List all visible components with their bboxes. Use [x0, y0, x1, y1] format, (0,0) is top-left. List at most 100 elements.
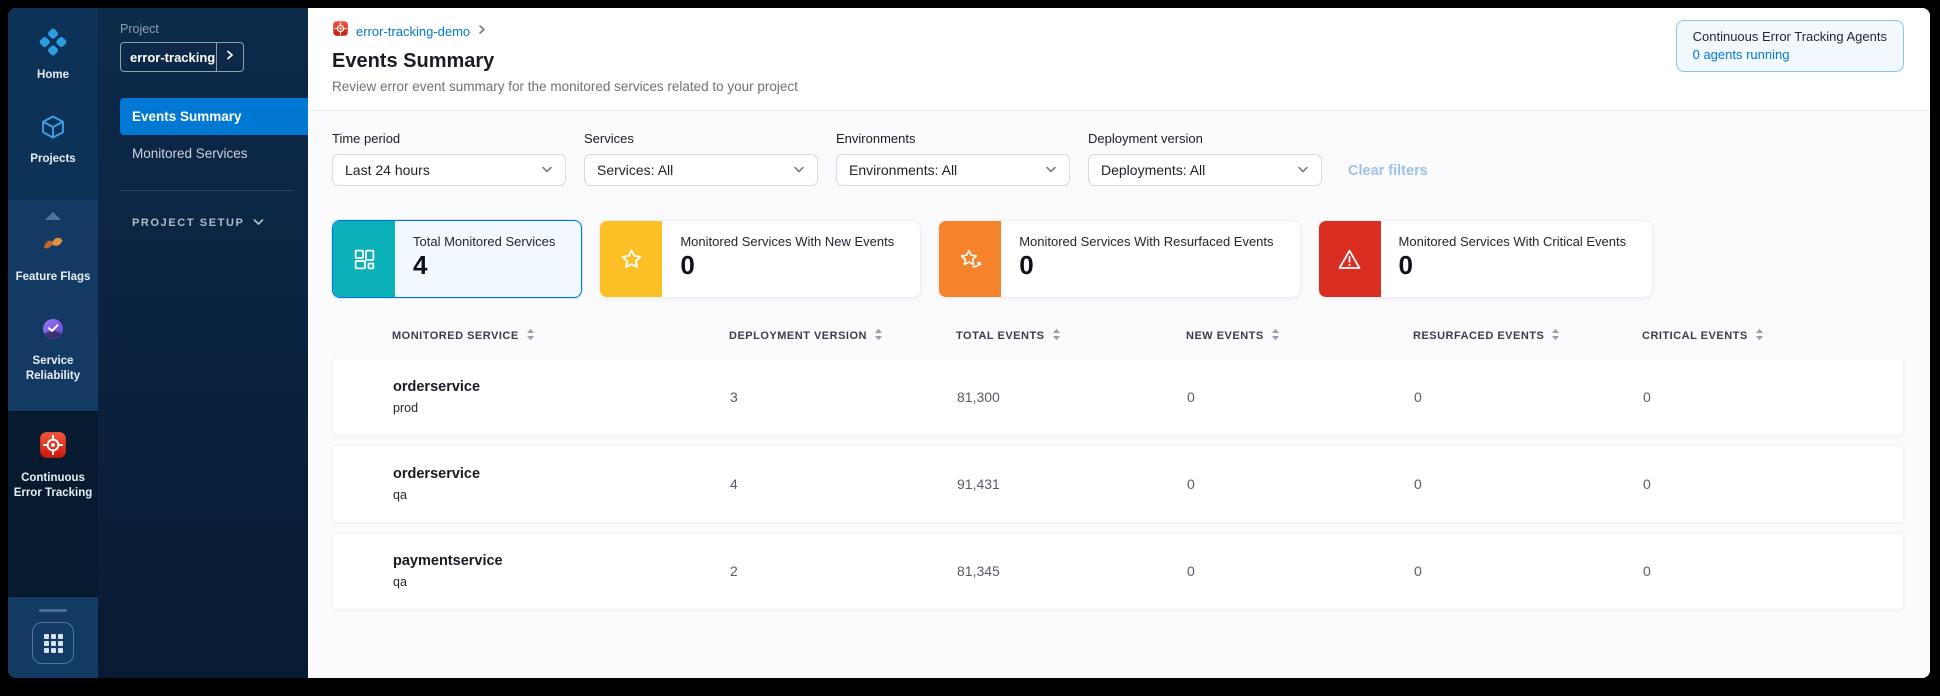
nav-section-bottom [8, 597, 98, 678]
nav-item-continuous-error-tracking[interactable]: Continuous Error Tracking [8, 421, 98, 510]
star-resurfaced-icon [939, 221, 1002, 297]
card-total-monitored-services[interactable]: Total Monitored Services 4 [332, 220, 583, 298]
filter-services: Services Services: All [584, 131, 818, 186]
service-cell: paymentservice qa [333, 553, 730, 589]
warning-triangle-icon [1318, 221, 1381, 297]
page-header: error-tracking-demo Events Summary Revie… [308, 8, 1930, 111]
drag-handle [39, 609, 67, 612]
module-nav: Home Projects Feature Flags S [8, 8, 98, 678]
nav-section-current: Continuous Error Tracking [8, 411, 98, 524]
sort-icon [526, 328, 535, 344]
card-value: 0 [1019, 250, 1034, 280]
error-tracking-target-icon [332, 20, 349, 42]
service-reliability-icon [39, 315, 67, 348]
table-header-row: MONITORED SERVICE DEPLOYMENT VERSION TOT… [332, 328, 1904, 358]
sort-icon [1551, 328, 1560, 344]
feature-flags-icon [39, 231, 67, 264]
environments-select[interactable]: Environments: All [836, 154, 1070, 186]
services-select[interactable]: Services: All [584, 154, 818, 186]
chevron-right-icon [224, 48, 236, 66]
service-environment: prod [393, 401, 419, 415]
nav-item-label: Projects [30, 152, 76, 165]
agents-panel-title: Continuous Error Tracking Agents [1692, 29, 1887, 44]
nav-item-label: Continuous Error Tracking [13, 471, 93, 499]
collapse-up-icon[interactable] [45, 211, 61, 220]
service-name: orderservice [393, 466, 481, 482]
card-label: Monitored Services With New Events [680, 234, 895, 249]
new-events-value: 0 [1187, 476, 1195, 492]
deployment-version-value: 3 [730, 389, 738, 405]
sidebar-item-monitored-services[interactable]: Monitored Services [132, 146, 248, 161]
chevron-right-icon [477, 22, 487, 40]
column-monitored-service[interactable]: MONITORED SERVICE [332, 328, 729, 344]
select-value: Services: All [597, 162, 674, 178]
events-table: MONITORED SERVICE DEPLOYMENT VERSION TOT… [332, 328, 1904, 610]
card-label: Total Monitored Services [413, 234, 556, 249]
sort-icon [1052, 328, 1061, 344]
nav-item-label: Service Reliability [25, 354, 81, 382]
table-row[interactable]: orderservice qa 4 91,431 0 0 0 [332, 445, 1904, 523]
critical-events-value: 0 [1643, 389, 1651, 405]
project-selector: error-tracking... [120, 42, 244, 72]
nav-item-home[interactable]: Home [8, 18, 98, 92]
nav-item-service-reliability[interactable]: Service Reliability [8, 306, 98, 393]
sort-icon [1271, 328, 1280, 344]
total-events-value: 81,345 [957, 563, 1000, 579]
sort-icon [1755, 328, 1764, 344]
chevron-down-icon [253, 217, 264, 229]
filter-deployment-version: Deployment version Deployments: All [1088, 131, 1322, 186]
column-deployment-version[interactable]: DEPLOYMENT VERSION [729, 328, 956, 344]
all-modules-button[interactable] [32, 622, 74, 664]
column-resurfaced-events[interactable]: RESURFACED EVENTS [1413, 328, 1642, 344]
sidebar-section-project-setup[interactable]: PROJECT SETUP [132, 217, 308, 229]
nav-section-modules: Feature Flags Service Reliability [8, 199, 98, 411]
service-cell: orderservice prod [333, 379, 730, 415]
sort-icon [874, 328, 883, 344]
card-new-events[interactable]: Monitored Services With New Events 0 [599, 220, 922, 298]
column-new-events[interactable]: NEW EVENTS [1186, 328, 1413, 344]
project-expand-button[interactable] [217, 42, 244, 72]
nav-item-label: Feature Flags [15, 270, 91, 283]
card-content: Total Monitored Services 4 [395, 221, 581, 297]
column-label: RESURFACED EVENTS [1413, 330, 1545, 342]
deployments-select[interactable]: Deployments: All [1088, 154, 1322, 186]
column-label: CRITICAL EVENTS [1642, 330, 1748, 342]
resurfaced-events-value: 0 [1414, 389, 1422, 405]
column-critical-events[interactable]: CRITICAL EVENTS [1642, 328, 1904, 344]
nav-item-feature-flags[interactable]: Feature Flags [8, 222, 98, 294]
column-label: DEPLOYMENT VERSION [729, 330, 867, 342]
sidebar-item-events-summary[interactable]: Events Summary [120, 98, 308, 135]
critical-events-value: 0 [1643, 476, 1651, 492]
card-content: Monitored Services With New Events 0 [662, 221, 920, 297]
page-title: Events Summary [332, 50, 495, 72]
table-row[interactable]: orderservice prod 3 81,300 0 0 0 [332, 358, 1904, 436]
agents-panel: Continuous Error Tracking Agents 0 agent… [1675, 20, 1904, 72]
breadcrumb-project-link[interactable]: error-tracking-demo [356, 23, 471, 39]
nav-item-projects[interactable]: Projects [8, 104, 98, 176]
filter-label: Services [584, 131, 634, 146]
select-value: Environments: All [849, 162, 958, 178]
card-critical-events[interactable]: Monitored Services With Critical Events … [1317, 220, 1654, 298]
page-body: Time period Last 24 hours Services Servi… [308, 111, 1930, 678]
deployment-version-value: 2 [730, 563, 738, 579]
project-setup-label: PROJECT SETUP [132, 217, 245, 229]
table-row[interactable]: paymentservice qa 2 81,345 0 0 0 [332, 532, 1904, 610]
critical-events-value: 0 [1643, 563, 1651, 579]
new-events-value: 0 [1187, 563, 1195, 579]
card-label: Monitored Services With Critical Events [1398, 234, 1627, 249]
card-content: Monitored Services With Resurfaced Event… [1001, 221, 1299, 297]
service-cell: orderservice qa [333, 466, 730, 502]
nav-section-top: Home Projects [8, 8, 98, 200]
agents-running-link[interactable]: 0 agents running [1692, 47, 1790, 62]
breadcrumb: error-tracking-demo [332, 20, 1904, 42]
project-sidebar: Project error-tracking... Events Summary… [98, 8, 308, 678]
total-events-value: 91,431 [957, 476, 1000, 492]
project-select-value[interactable]: error-tracking... [120, 42, 217, 72]
column-total-events[interactable]: TOTAL EVENTS [956, 328, 1186, 344]
harness-home-icon [38, 27, 68, 62]
card-resurfaced-events[interactable]: Monitored Services With Resurfaced Event… [938, 220, 1301, 298]
project-label: Project [120, 22, 159, 36]
time-period-select[interactable]: Last 24 hours [332, 154, 566, 186]
clear-filters-button[interactable]: Clear filters [1348, 163, 1428, 179]
